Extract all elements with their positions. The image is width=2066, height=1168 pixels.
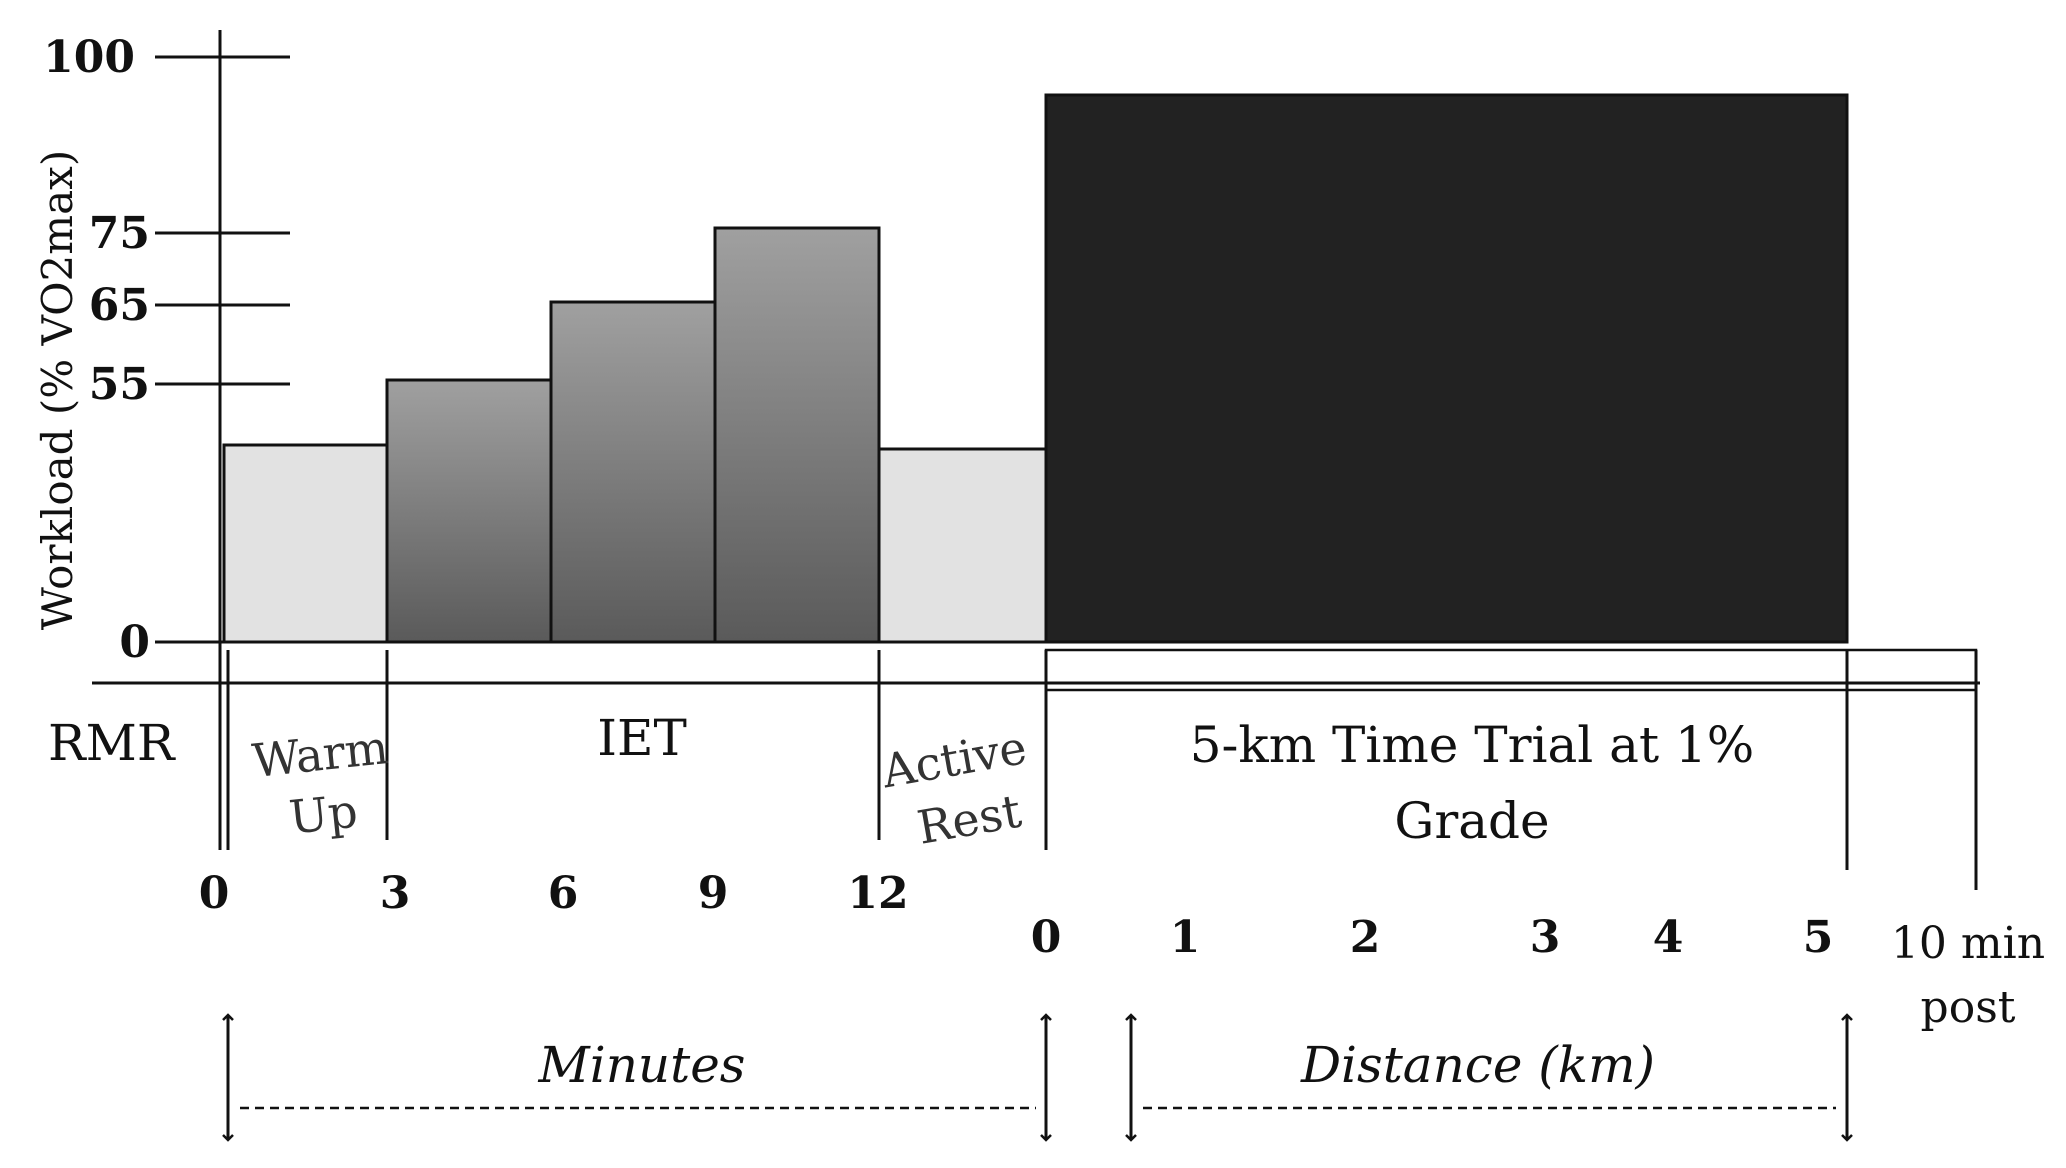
label-time-trial-1: 5-km Time Trial at 1% <box>1190 716 1755 774</box>
label-active-rest-2: Rest <box>913 784 1025 855</box>
minutes-span: Minutes <box>222 1013 1052 1142</box>
minute-tick-9: 9 <box>698 868 729 919</box>
y-tick-label-75: 75 <box>89 208 150 259</box>
minute-tick-3: 3 <box>380 868 411 919</box>
y-tick-label-55: 55 <box>89 359 150 410</box>
label-time-trial-2: Grade <box>1394 792 1549 850</box>
bar-iet-55 <box>385 378 553 644</box>
minute-tick-6: 6 <box>548 868 579 919</box>
distance-label: Distance (km) <box>1300 1036 1655 1094</box>
minute-tick-0: 0 <box>199 868 230 919</box>
y-tick-label-65: 65 <box>89 280 150 331</box>
distance-tick-2: 2 <box>1350 912 1381 963</box>
y-axis-title: Workload (% VO2max) <box>33 150 82 630</box>
distance-ticks: 0 1 2 3 4 5 <box>1031 912 1834 963</box>
y-tick-label-0: 0 <box>119 617 150 668</box>
bar-warm-up <box>222 443 389 644</box>
post-label-1: 10 min <box>1891 918 2045 969</box>
distance-tick-1: 1 <box>1170 912 1201 963</box>
post-label-2: post <box>1921 982 2016 1033</box>
bars <box>222 93 1849 644</box>
distance-tick-3: 3 <box>1530 912 1561 963</box>
minute-tick-12: 12 <box>847 868 908 919</box>
bar-iet-75 <box>713 226 881 644</box>
y-tick-label-100: 100 <box>43 32 135 83</box>
bar-iet-65 <box>549 300 717 644</box>
minute-ticks: 0 3 6 9 12 <box>199 868 909 919</box>
distance-span: Distance (km) <box>1125 1013 1853 1142</box>
distance-tick-4: 4 <box>1653 912 1684 963</box>
bar-active-rest <box>877 447 1048 644</box>
label-iet: IET <box>597 709 687 767</box>
bar-time-trial <box>1044 93 1849 644</box>
label-warm-up-2: Up <box>287 784 360 845</box>
phase-dividers <box>226 650 1849 870</box>
distance-tick-5: 5 <box>1803 912 1834 963</box>
phase-labels: RMR Warm Up IET Active Rest 5-km Time Tr… <box>48 709 1754 855</box>
label-warm-up-1: Warm <box>250 720 391 788</box>
minutes-label: Minutes <box>538 1036 746 1094</box>
distance-tick-0: 0 <box>1031 912 1062 963</box>
label-rmr: RMR <box>48 714 176 772</box>
